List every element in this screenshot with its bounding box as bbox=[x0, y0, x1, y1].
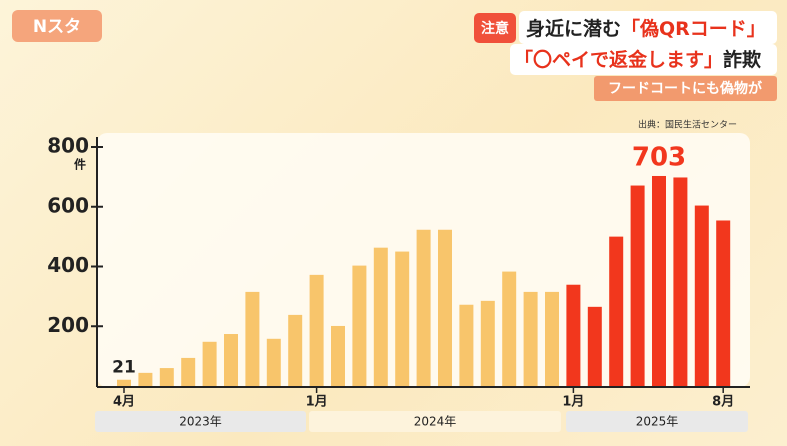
y-tick-label: 600 bbox=[47, 193, 89, 217]
y-tick-label: 200 bbox=[47, 313, 89, 337]
year-band bbox=[566, 411, 748, 432]
year-label: 2025年 bbox=[636, 415, 679, 429]
headline-text: 身近に潜む bbox=[526, 17, 621, 40]
headline-box bbox=[510, 44, 777, 75]
bar bbox=[266, 338, 281, 386]
bar bbox=[245, 291, 260, 386]
bar bbox=[438, 229, 452, 386]
bar bbox=[502, 271, 517, 386]
headline-line-2: 「〇ペイで返金します」詐欺 bbox=[514, 48, 761, 71]
bar bbox=[716, 220, 731, 386]
bar bbox=[373, 247, 388, 386]
x-tick-label: 1月 bbox=[306, 395, 328, 410]
bar bbox=[309, 274, 324, 386]
badge-box bbox=[474, 13, 516, 43]
y-tick-label: 800 bbox=[47, 134, 89, 158]
bar bbox=[288, 314, 303, 386]
x-tick-label: 1月 bbox=[562, 395, 584, 410]
bar bbox=[395, 251, 410, 386]
x-tick-label: 8月 bbox=[712, 395, 734, 410]
headline-box bbox=[519, 11, 777, 44]
bar bbox=[352, 265, 367, 386]
bar bbox=[673, 177, 688, 386]
bar bbox=[545, 291, 559, 386]
bar bbox=[181, 357, 196, 386]
badge: 注意 bbox=[481, 20, 509, 37]
bar bbox=[630, 185, 645, 386]
bar bbox=[652, 175, 666, 386]
subheadline: フードコートにも偽物が bbox=[608, 80, 763, 97]
year-label: 2024年 bbox=[414, 415, 457, 429]
headline-text: 詐欺 bbox=[723, 48, 761, 71]
bar bbox=[480, 300, 495, 386]
subheadline-box bbox=[594, 76, 777, 101]
source: 出典：国民生活センター bbox=[638, 119, 737, 131]
bar bbox=[224, 334, 238, 386]
bar bbox=[331, 325, 345, 386]
headline-highlight: 「偽QRコード」 bbox=[621, 17, 766, 40]
bar bbox=[694, 205, 709, 386]
year-band bbox=[309, 411, 561, 432]
x-tick-label: 4月 bbox=[113, 395, 135, 410]
headline-line-1: 身近に潜む「偽QRコード」 bbox=[526, 17, 766, 40]
bar bbox=[159, 368, 174, 386]
bar bbox=[117, 379, 131, 386]
program-logo bbox=[12, 10, 102, 42]
value-label: 703 bbox=[632, 142, 686, 172]
bar bbox=[609, 236, 624, 386]
bar bbox=[523, 291, 538, 386]
headline-highlight: 「〇ペイで返金します」 bbox=[514, 48, 723, 71]
value-label: 21 bbox=[112, 358, 136, 378]
bar bbox=[202, 341, 217, 386]
year-label: 2023年 bbox=[179, 415, 222, 429]
program-name: Nスタ bbox=[33, 17, 81, 37]
bar bbox=[587, 306, 602, 386]
bar bbox=[566, 284, 581, 386]
y-unit: 件 bbox=[74, 157, 86, 172]
bar bbox=[138, 372, 153, 386]
y-tick-label: 400 bbox=[47, 253, 89, 277]
year-band bbox=[95, 411, 306, 432]
bar bbox=[459, 304, 474, 386]
bar bbox=[416, 229, 431, 386]
